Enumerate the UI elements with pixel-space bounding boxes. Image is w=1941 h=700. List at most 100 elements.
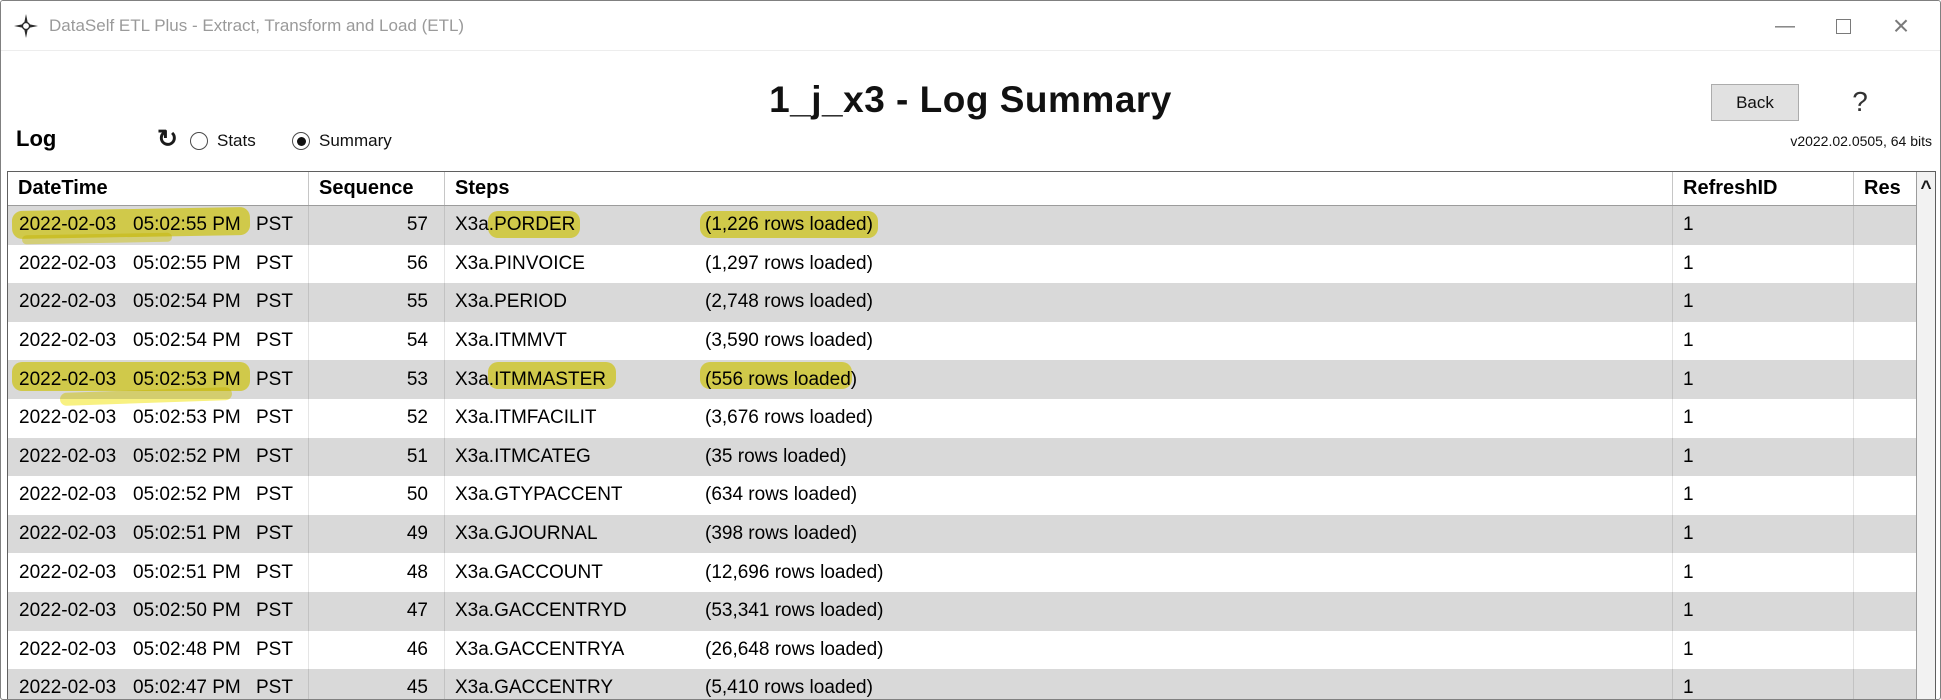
cell-sequence: 45 <box>309 669 445 699</box>
log-date: 2022-02-03 <box>19 252 117 274</box>
table-row[interactable]: 2022-02-03 05:02:55 PM PST 57 X3a.PORDER… <box>8 206 1935 245</box>
cell-sequence: 55 <box>309 283 445 322</box>
log-sequence: 48 <box>406 561 428 583</box>
cell-sequence: 57 <box>309 206 445 245</box>
cell-steps: X3a.PERIOD (2,748 rows loaded) <box>445 283 1673 322</box>
log-time: 05:02:47 PM <box>133 677 241 699</box>
log-time: 05:02:52 PM <box>133 484 241 506</box>
log-sequence: 51 <box>406 445 428 467</box>
column-header-refreshid[interactable]: RefreshID <box>1673 172 1854 205</box>
log-sequence: 50 <box>406 484 428 506</box>
log-date: 2022-02-03 <box>19 407 117 429</box>
log-sequence: 49 <box>406 523 428 545</box>
cell-refresh-id: 1 <box>1673 360 1854 399</box>
table-row[interactable]: 2022-02-03 05:02:54 PM PST 54 X3a.ITMMVT… <box>8 321 1935 361</box>
column-header-sequence[interactable]: Sequence <box>309 172 445 205</box>
cell-refresh-id: 1 <box>1673 553 1854 592</box>
radio-stats[interactable]: Stats <box>190 128 256 154</box>
log-time: 05:02:50 PM <box>133 600 241 622</box>
log-date: 2022-02-03 <box>19 214 117 236</box>
cell-steps: X3a.PORDER (1,226 rows loaded) <box>445 206 1673 245</box>
log-rows-loaded: (3,590 rows loaded) <box>705 330 873 352</box>
table-row[interactable]: 2022-02-03 05:02:52 PM PST 50 X3a.GTYPAC… <box>8 476 1935 515</box>
version-label: v2022.02.0505, 64 bits <box>1790 133 1932 149</box>
log-step: X3a.PERIOD <box>455 291 567 313</box>
radio-summary[interactable]: Summary <box>292 128 392 154</box>
column-header-res[interactable]: Res <box>1864 177 1901 199</box>
log-rows-loaded: (1,226 rows loaded) <box>705 214 873 236</box>
log-sequence: 47 <box>406 600 428 622</box>
cell-steps: X3a.GJOURNAL (398 rows loaded) <box>445 514 1673 554</box>
log-date: 2022-02-03 <box>19 523 117 545</box>
vertical-scrollbar[interactable]: ^ <box>1916 172 1935 699</box>
table-row[interactable]: 2022-02-03 05:02:53 PM PST 52 X3a.ITMFAC… <box>8 398 1935 438</box>
table-row[interactable]: 2022-02-03 05:02:52 PM PST 51 X3a.ITMCAT… <box>8 437 1935 477</box>
cell-refresh-id: 1 <box>1673 476 1854 515</box>
cell-sequence: 52 <box>309 398 445 438</box>
log-sequence: 56 <box>406 252 428 274</box>
column-header-steps[interactable]: Steps <box>445 172 1673 205</box>
cell-datetime: 2022-02-03 05:02:51 PM PST <box>8 553 309 592</box>
log-refresh-id: 1 <box>1683 600 1694 622</box>
table-body: 2022-02-03 05:02:55 PM PST 57 X3a.PORDER… <box>8 206 1935 699</box>
column-header-datetime[interactable]: DateTime <box>8 172 309 205</box>
cell-datetime: 2022-02-03 05:02:54 PM PST <box>8 321 309 361</box>
log-time: 05:02:51 PM <box>133 561 241 583</box>
cell-sequence: 54 <box>309 321 445 361</box>
cell-steps: X3a.GACCENTRYA (26,648 rows loaded) <box>445 630 1673 670</box>
log-step: X3a.PINVOICE <box>455 252 585 274</box>
table-row[interactable]: 2022-02-03 05:02:54 PM PST 55 X3a.PERIOD… <box>8 283 1935 322</box>
log-time: 05:02:53 PM <box>133 407 241 429</box>
cell-refresh-id: 1 <box>1673 437 1854 477</box>
log-step: X3a.PORDER <box>455 214 576 236</box>
log-timezone: PST <box>256 291 293 313</box>
log-sequence: 46 <box>406 638 428 660</box>
table-row[interactable]: 2022-02-03 05:02:48 PM PST 46 X3a.GACCEN… <box>8 630 1935 670</box>
log-sequence: 57 <box>406 214 428 236</box>
log-refresh-id: 1 <box>1683 523 1694 545</box>
log-refresh-id: 1 <box>1683 330 1694 352</box>
table-row[interactable]: 2022-02-03 05:02:53 PM PST 53 X3a.ITMMAS… <box>8 360 1935 399</box>
table-row[interactable]: 2022-02-03 05:02:55 PM PST 56 X3a.PINVOI… <box>8 244 1935 284</box>
cell-steps: X3a.GTYPACCENT (634 rows loaded) <box>445 476 1673 515</box>
cell-datetime: 2022-02-03 05:02:55 PM PST <box>8 206 309 245</box>
table-row[interactable]: 2022-02-03 05:02:51 PM PST 48 X3a.GACCOU… <box>8 553 1935 592</box>
log-refresh-id: 1 <box>1683 484 1694 506</box>
log-time: 05:02:54 PM <box>133 291 241 313</box>
cell-datetime: 2022-02-03 05:02:47 PM PST <box>8 669 309 699</box>
close-button[interactable]: × <box>1872 1 1930 51</box>
log-date: 2022-02-03 <box>19 600 117 622</box>
table-row[interactable]: 2022-02-03 05:02:47 PM PST 45 X3a.GACCEN… <box>8 669 1935 699</box>
log-refresh-id: 1 <box>1683 445 1694 467</box>
cell-steps: X3a.PINVOICE (1,297 rows loaded) <box>445 244 1673 284</box>
table-row[interactable]: 2022-02-03 05:02:51 PM PST 49 X3a.GJOURN… <box>8 514 1935 554</box>
log-rows-loaded: (398 rows loaded) <box>705 523 858 545</box>
table-header: DateTime Sequence Steps RefreshID Res <box>8 172 1935 206</box>
maximize-button[interactable] <box>1814 1 1872 51</box>
log-rows-loaded: (26,648 rows loaded) <box>705 638 884 660</box>
app-logo-icon <box>14 13 38 38</box>
table-row[interactable]: 2022-02-03 05:02:50 PM PST 47 X3a.GACCEN… <box>8 591 1935 631</box>
log-sequence: 52 <box>406 407 428 429</box>
log-time: 05:02:54 PM <box>133 330 241 352</box>
cell-datetime: 2022-02-03 05:02:52 PM PST <box>8 476 309 515</box>
cell-steps: X3a.ITMFACILIT (3,676 rows loaded) <box>445 398 1673 438</box>
log-step: X3a.GACCENTRYA <box>455 638 625 660</box>
cell-datetime: 2022-02-03 05:02:52 PM PST <box>8 437 309 477</box>
refresh-icon[interactable]: ↻ <box>157 125 178 153</box>
log-date: 2022-02-03 <box>19 484 117 506</box>
cell-sequence: 47 <box>309 591 445 631</box>
log-sequence: 55 <box>406 291 428 313</box>
cell-steps: X3a.GACCOUNT (12,696 rows loaded) <box>445 553 1673 592</box>
log-refresh-id: 1 <box>1683 561 1694 583</box>
back-button[interactable]: Back <box>1711 84 1799 121</box>
help-button[interactable]: ? <box>1852 86 1868 117</box>
cell-refresh-id: 1 <box>1673 630 1854 670</box>
cell-steps: X3a.GACCENTRY (5,410 rows loaded) <box>445 669 1673 699</box>
minimize-button[interactable]: — <box>1756 1 1814 51</box>
cell-datetime: 2022-02-03 05:02:53 PM PST <box>8 398 309 438</box>
cell-sequence: 48 <box>309 553 445 592</box>
log-rows-loaded: (556 rows loaded) <box>705 368 858 390</box>
scroll-up-arrow[interactable]: ^ <box>1920 178 1932 199</box>
